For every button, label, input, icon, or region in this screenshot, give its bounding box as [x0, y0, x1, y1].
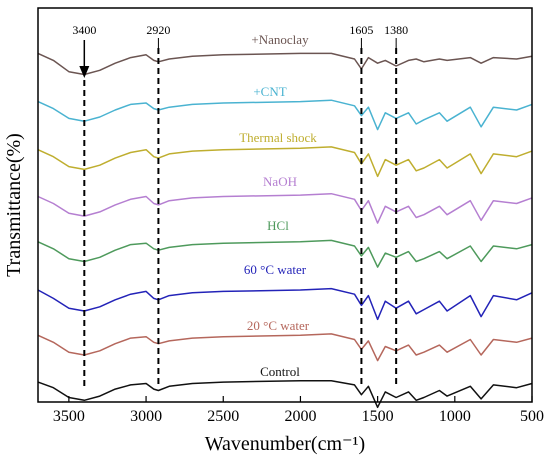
x-tick-label-5: 1000: [439, 408, 471, 425]
x-axis-title: Wavenumber(cm⁻¹): [205, 433, 365, 455]
series-line-6: [37, 333, 533, 362]
peak-label-1: 2920: [146, 23, 170, 37]
series-label-6: 20 °C water: [247, 318, 310, 333]
x-tick-label-0: 3500: [53, 408, 85, 425]
x-tick-label-1: 3000: [130, 408, 162, 425]
series-line-0: [37, 52, 533, 76]
series-layer: +Nanoclay +CNT Thermal shock NaOH HCl 60 °C w…: [37, 32, 533, 409]
series-line-7: [37, 379, 533, 409]
peak-label-2: 1605: [349, 23, 373, 37]
series-label-4: HCl: [267, 218, 289, 233]
series-line-4: [37, 239, 533, 268]
peak-label-0: 3400: [72, 23, 96, 37]
series-label-5: 60 °C water: [244, 262, 307, 277]
peak-label-3: 1380: [384, 23, 408, 37]
series-line-1: [37, 99, 533, 131]
x-tick-label-3: 2000: [284, 408, 316, 425]
series-label-7: Control: [260, 364, 300, 379]
series-label-2: Thermal shock: [239, 130, 317, 145]
x-tick-label-2: 2500: [207, 408, 239, 425]
series-line-2: [37, 146, 533, 178]
peak-guides: 3400 2920 1605 1380: [72, 23, 408, 388]
series-label-1: +CNT: [253, 84, 286, 99]
plot-frame: [37, 7, 533, 403]
series-line-5: [37, 287, 533, 321]
peak-arrow-head-0: [79, 66, 90, 78]
series-label-3: NaOH: [263, 174, 297, 189]
series-line-3: [37, 192, 533, 224]
x-tick-label-6: 500: [520, 408, 544, 425]
series-label-0: +Nanoclay: [251, 32, 309, 47]
y-axis-title: Transmittance(%): [3, 133, 25, 277]
x-axis-ticks: 3500 3000 2500 2000 1500 1000 500: [53, 396, 544, 425]
x-tick-label-4: 1500: [362, 408, 394, 425]
